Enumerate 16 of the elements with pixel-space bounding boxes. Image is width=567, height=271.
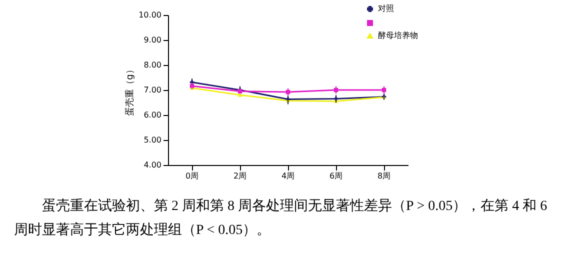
x-tick-label: 4周 [281, 172, 295, 180]
y-tick-label: 7.00 [144, 86, 162, 94]
y-tick-label: 10.00 [138, 10, 162, 20]
legend-label: 对照 [378, 4, 394, 13]
text: 蛋壳重在试验初、第 2 周和第 8 周各处理间无显著性差异（P > 0.05），在第 4 和 6 周时显著高于其它两处理组（P < 0.05）。 [14, 197, 548, 240]
x-tick-label: 0周 [185, 172, 199, 180]
y-tick-label: 8.00 [144, 60, 162, 70]
y-tick-label: 9.00 [144, 36, 162, 44]
x-tick-label: 6周 [329, 172, 343, 180]
legend-label: 酵母培养物 [378, 31, 418, 40]
y-tick-label: 5.00 [144, 136, 162, 144]
x-tick-label: 2周 [233, 172, 247, 180]
y-tick-label: 4.00 [144, 160, 162, 170]
y-axis-title: 蛋壳重（g） [124, 65, 136, 116]
y-tick-label: 6.00 [144, 110, 162, 120]
x-tick-label: 8周 [377, 172, 391, 180]
